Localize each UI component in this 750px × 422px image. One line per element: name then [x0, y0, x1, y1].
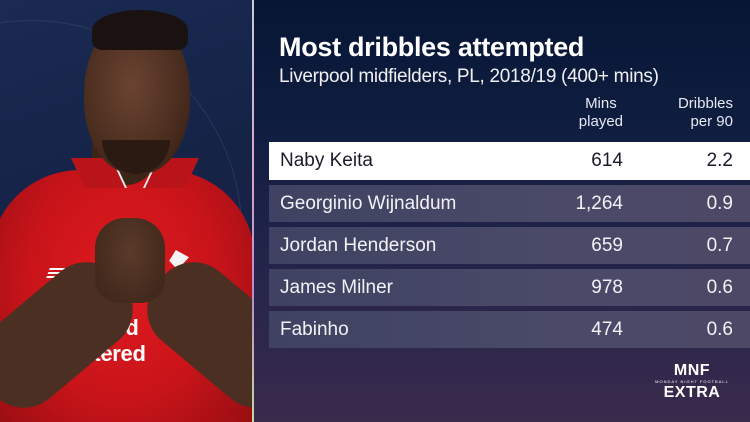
column-header-mins-line2: played: [578, 113, 623, 130]
panel-divider: [252, 0, 254, 422]
mins-played: 614: [591, 150, 623, 171]
mins-played: 474: [591, 318, 623, 340]
player-photo: tandard hartered: [0, 0, 253, 422]
table-row: James Milner 978 0.6: [269, 269, 750, 306]
logo-extra: EXTRA: [663, 384, 721, 401]
mins-played: 1,264: [575, 192, 623, 214]
mins-played: 978: [591, 276, 623, 298]
stats-table: Naby Keita 614 2.2 Georginio Wijnaldum 1…: [269, 142, 750, 353]
dribbles-per-90: 0.6: [706, 276, 733, 298]
dribbles-per-90: 0.6: [706, 318, 733, 340]
column-header-dribbles: Dribbles per 90: [678, 95, 733, 131]
player-name: Jordan Henderson: [280, 234, 437, 256]
logo-mnf: MNF: [673, 362, 711, 379]
player-name: Fabinho: [280, 318, 349, 340]
dribbles-per-90: 0.9: [706, 192, 733, 214]
table-row: Naby Keita 614 2.2: [269, 142, 750, 180]
table-row: Georginio Wijnaldum 1,264 0.9: [269, 185, 750, 222]
logo-tagline: MONDAY NIGHT FOOTBALL: [655, 379, 729, 384]
mnf-extra-logo: MNF MONDAY NIGHT FOOTBALL EXTRA: [650, 363, 734, 401]
graphic-title: Most dribbles attempted: [279, 32, 585, 62]
column-header-dribbles-line2: per 90: [690, 113, 733, 130]
mins-played: 659: [591, 234, 623, 256]
column-header-dribbles-line1: Dribbles: [677, 95, 733, 112]
player-name: James Milner: [280, 276, 393, 298]
column-header-mins: Mins played: [579, 95, 623, 131]
dribbles-per-90: 0.7: [706, 234, 733, 256]
table-row: Jordan Henderson 659 0.7: [269, 227, 750, 264]
player-hair: [92, 10, 188, 50]
player-name: Naby Keita: [280, 150, 373, 171]
column-header-mins-line1: Mins: [585, 95, 617, 112]
graphic-subtitle: Liverpool midfielders, PL, 2018/19 (400+…: [279, 66, 659, 87]
table-row: Fabinho 474 0.6: [269, 311, 750, 348]
player-name: Georginio Wijnaldum: [280, 192, 457, 214]
dribbles-per-90: 2.2: [706, 150, 733, 171]
player-clasped-hands: [95, 218, 165, 303]
